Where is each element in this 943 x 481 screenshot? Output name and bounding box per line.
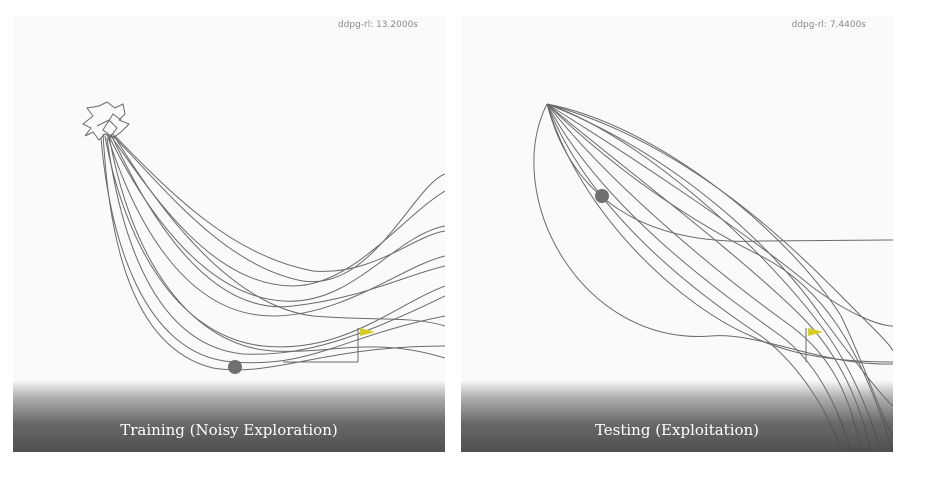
training-trajectory	[100, 137, 445, 364]
start-cluster-scribble	[96, 113, 122, 137]
testing-trajectory	[546, 103, 893, 352]
training-trajectory	[106, 133, 445, 317]
training-trajectory	[108, 135, 445, 302]
goal-flag-icon	[360, 328, 375, 336]
start-cluster-scribble	[82, 101, 130, 141]
caption-band	[461, 380, 893, 452]
caption-band	[13, 380, 445, 452]
training-panel: ddpg-rl: 13.2000s Training (Noisy Explor…	[13, 16, 445, 452]
training-trajectory	[114, 135, 445, 272]
testing-trajectory	[546, 103, 893, 363]
training-trajectory	[104, 135, 445, 348]
panel-caption: Training (Noisy Exploration)	[120, 421, 338, 439]
testing-trajectory	[533, 103, 893, 365]
training-trajectory	[110, 133, 445, 308]
testing-trajectory	[546, 103, 893, 452]
agent-ball-icon	[228, 360, 242, 374]
testing-panel: ddpg-rl: 7.4400s Testing (Exploitation)	[461, 16, 893, 452]
simulation-timer: ddpg-rl: 13.2000s	[337, 20, 418, 30]
training-trajectory	[110, 135, 445, 287]
agent-ball-icon	[595, 189, 609, 203]
goal-flag-icon	[808, 328, 823, 336]
testing-trajectory	[546, 103, 893, 242]
training-trajectory	[102, 133, 445, 371]
training-trajectory	[112, 133, 445, 327]
panel-caption: Testing (Exploitation)	[594, 421, 760, 439]
training-trajectory	[112, 135, 445, 283]
training-trajectories	[82, 101, 445, 371]
simulation-timer: ddpg-rl: 7.4400s	[791, 20, 866, 30]
training-trajectory	[106, 137, 445, 355]
training-trajectory-plot	[82, 101, 445, 374]
testing-trajectory	[546, 103, 893, 327]
training-trajectory	[108, 135, 445, 359]
testing-trajectory	[546, 103, 893, 407]
